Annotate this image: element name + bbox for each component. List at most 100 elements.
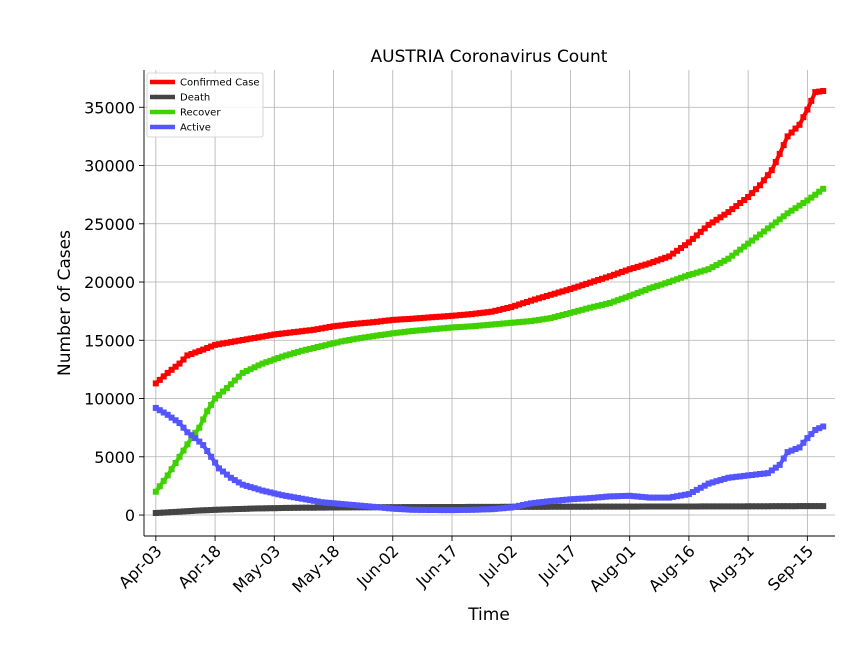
data-point <box>804 197 811 204</box>
data-point <box>433 313 440 320</box>
data-point <box>796 121 803 128</box>
data-point <box>401 328 408 335</box>
data-point <box>318 504 325 511</box>
data-point <box>705 221 712 228</box>
series-line-active <box>154 406 824 513</box>
data-point <box>603 300 609 307</box>
data-point <box>512 302 519 309</box>
data-point <box>685 503 692 510</box>
data-point <box>555 313 562 319</box>
data-point <box>460 311 467 318</box>
data-point <box>393 505 400 512</box>
data-point <box>456 324 463 330</box>
data-point <box>583 280 590 287</box>
data-point <box>571 503 578 510</box>
data-point <box>788 503 795 510</box>
data-point <box>587 503 594 510</box>
data-point <box>654 503 661 510</box>
data-point <box>662 280 669 287</box>
data-point <box>330 500 337 507</box>
data-point <box>306 504 313 511</box>
data-point <box>295 328 301 335</box>
data-point <box>816 188 823 195</box>
data-point <box>295 495 301 501</box>
data-point <box>567 286 574 292</box>
data-point <box>310 497 317 504</box>
data-point <box>816 425 823 432</box>
data-point <box>642 503 649 510</box>
data-point <box>689 270 696 277</box>
data-point <box>476 310 483 317</box>
data-point <box>531 499 538 506</box>
data-point <box>579 282 586 289</box>
data-point <box>725 255 732 262</box>
data-point <box>235 373 242 380</box>
data-point <box>247 366 254 373</box>
data-point <box>599 275 605 282</box>
data-point <box>757 182 763 189</box>
data-point <box>180 356 187 363</box>
data-point <box>693 486 700 493</box>
data-point <box>429 314 436 321</box>
data-point <box>314 498 321 505</box>
x-tick-label: Apr-18 <box>174 541 225 592</box>
data-point <box>445 504 451 510</box>
data-point <box>255 505 262 512</box>
series-recover <box>152 185 827 495</box>
data-point <box>196 507 203 514</box>
data-point <box>326 341 333 348</box>
data-point <box>247 505 254 512</box>
data-point <box>638 493 645 500</box>
data-point <box>662 254 669 261</box>
data-point <box>152 380 159 387</box>
data-point <box>417 506 424 513</box>
data-point <box>670 493 677 500</box>
data-point <box>492 307 499 314</box>
data-point <box>227 381 234 388</box>
data-point <box>539 316 546 323</box>
data-point <box>330 323 337 330</box>
data-point <box>231 338 238 345</box>
data-point <box>472 506 479 513</box>
data-point <box>417 315 424 322</box>
data-point <box>547 498 554 505</box>
data-point <box>697 268 704 275</box>
data-point <box>275 505 282 512</box>
data-point <box>429 507 436 513</box>
data-point <box>685 272 692 278</box>
data-point <box>413 315 420 322</box>
data-point <box>808 97 815 104</box>
data-point <box>354 502 361 509</box>
data-point <box>788 129 795 136</box>
data-point <box>674 493 681 500</box>
data-point <box>279 492 286 499</box>
data-point <box>543 293 550 299</box>
data-point <box>697 503 704 510</box>
data-point <box>496 320 503 327</box>
data-point <box>239 505 246 512</box>
data-point <box>630 493 637 500</box>
data-point <box>539 294 546 301</box>
data-point <box>567 496 574 503</box>
data-point <box>780 213 787 220</box>
data-point <box>259 333 266 340</box>
data-point <box>595 494 602 501</box>
legend-label-recover: Recover <box>180 108 221 119</box>
data-point <box>800 200 807 206</box>
data-point <box>484 309 491 316</box>
data-point <box>764 470 771 477</box>
data-point <box>610 503 617 510</box>
data-point <box>587 495 594 502</box>
data-point <box>792 446 799 452</box>
data-point <box>531 296 538 303</box>
data-point <box>346 337 353 343</box>
data-point <box>176 453 183 460</box>
data-point <box>449 507 455 514</box>
data-point <box>397 506 404 513</box>
data-point <box>792 205 799 212</box>
data-point <box>322 499 329 506</box>
data-point <box>622 503 629 510</box>
data-point <box>626 503 633 510</box>
data-point <box>812 503 819 510</box>
